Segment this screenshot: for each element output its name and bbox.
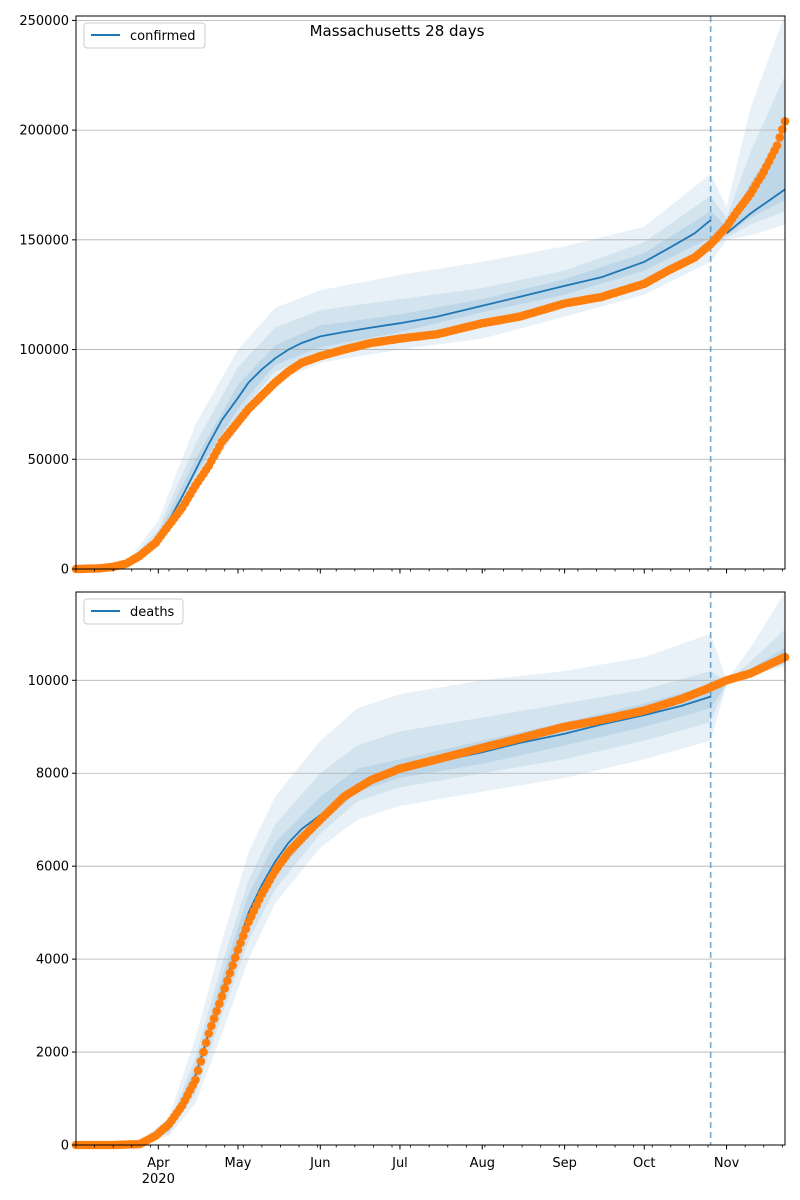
confirmed-y-tick-label: 150000 bbox=[19, 233, 69, 248]
confirmed-y-tick-label: 200000 bbox=[19, 124, 69, 139]
deaths-legend: deaths bbox=[83, 598, 184, 625]
confirmed-y-tick-label: 250000 bbox=[19, 14, 69, 29]
confirmed-y-tick-label: 100000 bbox=[19, 343, 69, 358]
confirmed-y-axis: 0 50000 100000 150000 200000 250000 bbox=[19, 14, 76, 578]
deaths-observed-point bbox=[220, 984, 229, 993]
deaths-y-tick-label: 0 bbox=[61, 1139, 69, 1154]
deaths-y-tick-label: 2000 bbox=[36, 1046, 69, 1061]
deaths-y-tick-label: 4000 bbox=[36, 953, 69, 968]
deaths-observed-point bbox=[215, 999, 224, 1008]
confirmed-observed-points bbox=[71, 117, 790, 574]
confirmed-plot-frame bbox=[75, 15, 786, 570]
confirmed-observed-point bbox=[772, 141, 782, 150]
deaths-band-outer bbox=[76, 592, 785, 1145]
confirmed-model-forecast-line bbox=[726, 188, 786, 234]
x-tick-label: Jun bbox=[309, 1156, 330, 1171]
deaths-observed-point bbox=[199, 1047, 208, 1057]
deaths-bands bbox=[76, 592, 785, 1145]
confirmed-bands bbox=[76, 13, 785, 570]
deaths-observed-point bbox=[207, 1021, 216, 1031]
deaths-plot-frame bbox=[75, 591, 786, 1146]
confirmed-band-outer bbox=[76, 13, 785, 570]
confirmed-observed-point bbox=[775, 133, 784, 142]
confirmed-gridlines bbox=[76, 19, 785, 460]
deaths-y-tick-label: 8000 bbox=[36, 767, 69, 782]
deaths-band-inner bbox=[76, 647, 785, 1145]
deaths-observed-point bbox=[212, 1006, 221, 1016]
confirmed-legend-label: confirmed bbox=[130, 29, 196, 44]
confirmed-band-middle bbox=[76, 75, 785, 570]
deaths-observed-point bbox=[204, 1029, 214, 1038]
deaths-observed-point bbox=[231, 953, 240, 962]
deaths-observed-point bbox=[223, 976, 232, 986]
x-tick-label: Sep bbox=[552, 1156, 577, 1171]
deaths-observed-point bbox=[228, 961, 237, 970]
deaths-y-tick-label: 10000 bbox=[28, 674, 69, 689]
deaths-y-axis: 0 2000 4000 6000 8000 10000 bbox=[28, 674, 76, 1154]
confirmed-y-tick-label: 50000 bbox=[28, 453, 69, 468]
confirmed-x-axis bbox=[75, 569, 783, 574]
figure-title: Massachusetts 28 days bbox=[310, 22, 485, 40]
deaths-observed-point bbox=[236, 938, 245, 948]
deaths-observed-point bbox=[201, 1038, 211, 1048]
x-tick-label: Oct bbox=[633, 1156, 655, 1171]
deaths-observed-point bbox=[239, 931, 248, 941]
x-tick-label: May bbox=[225, 1156, 252, 1171]
confirmed-y-tick-label: 0 bbox=[61, 563, 69, 578]
x-year-label: 2020 bbox=[142, 1172, 175, 1187]
deaths-band-middle bbox=[76, 629, 785, 1145]
x-tick-label: Apr bbox=[147, 1156, 170, 1171]
deaths-observed-point bbox=[233, 945, 243, 955]
deaths-observed-point bbox=[225, 968, 235, 978]
x-tick-label: Jul bbox=[391, 1156, 408, 1171]
confirmed-observed-point bbox=[778, 125, 787, 134]
deaths-y-tick-label: 6000 bbox=[36, 860, 69, 875]
x-tick-label: Nov bbox=[714, 1156, 740, 1171]
deaths-gridlines bbox=[76, 679, 785, 1053]
deaths-observed-point bbox=[217, 992, 227, 1001]
x-tick-label: Aug bbox=[470, 1156, 495, 1171]
deaths-legend-label: deaths bbox=[130, 605, 175, 620]
deaths-observed-point bbox=[191, 1075, 200, 1085]
deaths-observed-points bbox=[71, 652, 790, 1150]
confirmed-panel: 0 50000 100000 150000 200000 250000 confirmed bbox=[19, 13, 790, 578]
deaths-observed-point bbox=[241, 924, 251, 934]
deaths-observed-point bbox=[196, 1057, 206, 1066]
confirmed-legend: confirmed bbox=[83, 22, 206, 49]
deaths-observed-point bbox=[193, 1066, 203, 1075]
deaths-observed-point bbox=[209, 1014, 219, 1023]
